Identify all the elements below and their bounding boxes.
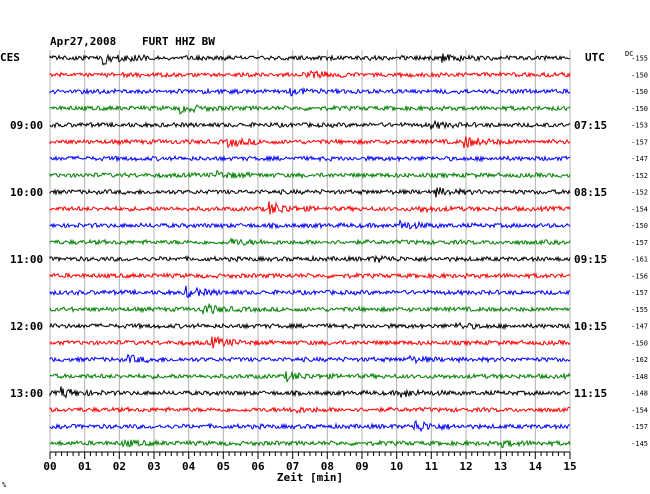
dc-offset-row-3: -150 — [631, 105, 648, 113]
dc-offset-row-17: -150 — [631, 339, 648, 347]
trace-row-12 — [49, 254, 571, 263]
left-time-label-1200: 12:00 — [10, 320, 43, 333]
dc-offset-row-2: -150 — [631, 88, 648, 96]
seismogram-traces: -155 -150 -150 -150 -153 -157 -147 -152 -152 -154… — [49, 53, 648, 448]
right-time-label-0815: 08:15 — [574, 186, 607, 199]
dc-offset-row-1: -150 — [631, 71, 648, 79]
x-tick-label-00: 00 — [43, 460, 56, 473]
left-time-label-1300: 13:00 — [10, 387, 43, 400]
chart-date: Apr27,2008 — [50, 35, 116, 48]
minute-gridlines — [49, 50, 571, 452]
dc-offset-row-14: -157 — [631, 289, 648, 297]
trace-row-11 — [49, 237, 571, 246]
trace-row-9 — [49, 201, 571, 215]
x-tick-label-04: 04 — [182, 460, 196, 473]
dc-offset-row-23: -145 — [631, 440, 648, 448]
trace-row-2 — [49, 86, 571, 97]
dc-offset-row-8: -152 — [631, 189, 648, 197]
trace-row-1 — [49, 69, 571, 80]
trace-row-20 — [49, 386, 571, 399]
dc-offset-row-11: -157 — [631, 239, 648, 247]
right-time-label-0915: 09:15 — [574, 253, 607, 266]
right-time-label-1115: 11:15 — [574, 387, 607, 400]
trace-row-19 — [49, 371, 571, 383]
trace-row-15 — [49, 302, 571, 316]
trace-row-21 — [49, 405, 571, 415]
dc-offset-row-5: -157 — [631, 138, 648, 146]
left-time-label-1100: 11:00 — [10, 253, 43, 266]
left-time-label-0900: 09:00 — [10, 119, 43, 132]
right-timezone-label: UTC — [585, 51, 605, 64]
trace-row-17 — [49, 335, 571, 349]
trace-row-4 — [49, 119, 571, 130]
dc-offset-row-7: -152 — [631, 172, 648, 180]
trace-row-10 — [49, 219, 571, 230]
dc-label: DC — [625, 50, 633, 58]
trace-row-22 — [49, 419, 570, 433]
x-tick-label-03: 03 — [147, 460, 160, 473]
x-tick-label-10: 10 — [390, 460, 403, 473]
x-tick-label-01: 01 — [78, 460, 92, 473]
x-tick-label-14: 14 — [529, 460, 543, 473]
trace-row-16 — [49, 321, 571, 331]
dc-offset-row-12: -161 — [631, 256, 648, 264]
dc-offset-row-10: -150 — [631, 222, 648, 230]
x-tick-label-08: 08 — [321, 460, 334, 473]
dc-offset-row-19: -148 — [631, 373, 648, 381]
dc-offset-row-4: -153 — [631, 122, 648, 130]
x-tick-label-12: 12 — [459, 460, 472, 473]
x-axis-title: Zeit [min] — [277, 471, 343, 484]
x-tick-label-05: 05 — [217, 460, 230, 473]
trace-row-14 — [49, 285, 571, 299]
x-tick-label-09: 09 — [355, 460, 368, 473]
right-time-label-0715: 07:15 — [574, 119, 607, 132]
trace-row-18 — [49, 353, 571, 365]
dc-offset-row-6: -147 — [631, 155, 648, 163]
x-tick-label-11: 11 — [425, 460, 439, 473]
dc-offset-row-20: -148 — [631, 390, 648, 398]
x-tick-label-02: 02 — [113, 460, 126, 473]
dc-offset-row-22: -157 — [631, 423, 648, 431]
dc-offset-row-0: -155 — [631, 55, 648, 63]
trace-row-5 — [49, 136, 571, 149]
trace-row-13 — [49, 271, 571, 280]
x-tick-label-07: 07 — [286, 460, 299, 473]
dc-offset-row-18: -162 — [631, 356, 648, 364]
x-axis: 00 01 02 03 04 05 06 07 08 09 10 11 12 13 14 15 — [43, 451, 577, 473]
chart-station: FURT HHZ BW — [142, 35, 215, 48]
x-tick-label-15: 15 — [563, 460, 576, 473]
time-labels: 09:00 10:00 11:00 12:00 13:00 07:15 08:15 09:15… — [10, 119, 607, 400]
trace-row-23 — [49, 438, 571, 448]
x-tick-label-13: 13 — [494, 460, 507, 473]
trace-row-0 — [49, 53, 571, 66]
dc-offset-row-21: -154 — [631, 406, 648, 414]
trace-row-3 — [49, 104, 571, 115]
right-time-label-1015: 10:15 — [574, 320, 607, 333]
left-timezone-label: CES — [0, 51, 20, 64]
x-tick-label-06: 06 — [251, 460, 265, 473]
dc-offset-row-15: -155 — [631, 306, 648, 314]
dc-offset-row-16: -147 — [631, 323, 648, 331]
trace-row-6 — [49, 154, 571, 163]
dc-offset-row-9: -154 — [631, 205, 648, 213]
trace-row-7 — [49, 169, 571, 180]
left-time-label-1000: 10:00 — [10, 186, 43, 199]
dc-offset-row-13: -156 — [631, 272, 648, 280]
trace-row-8 — [49, 187, 571, 198]
corner-mark: % — [2, 481, 7, 489]
